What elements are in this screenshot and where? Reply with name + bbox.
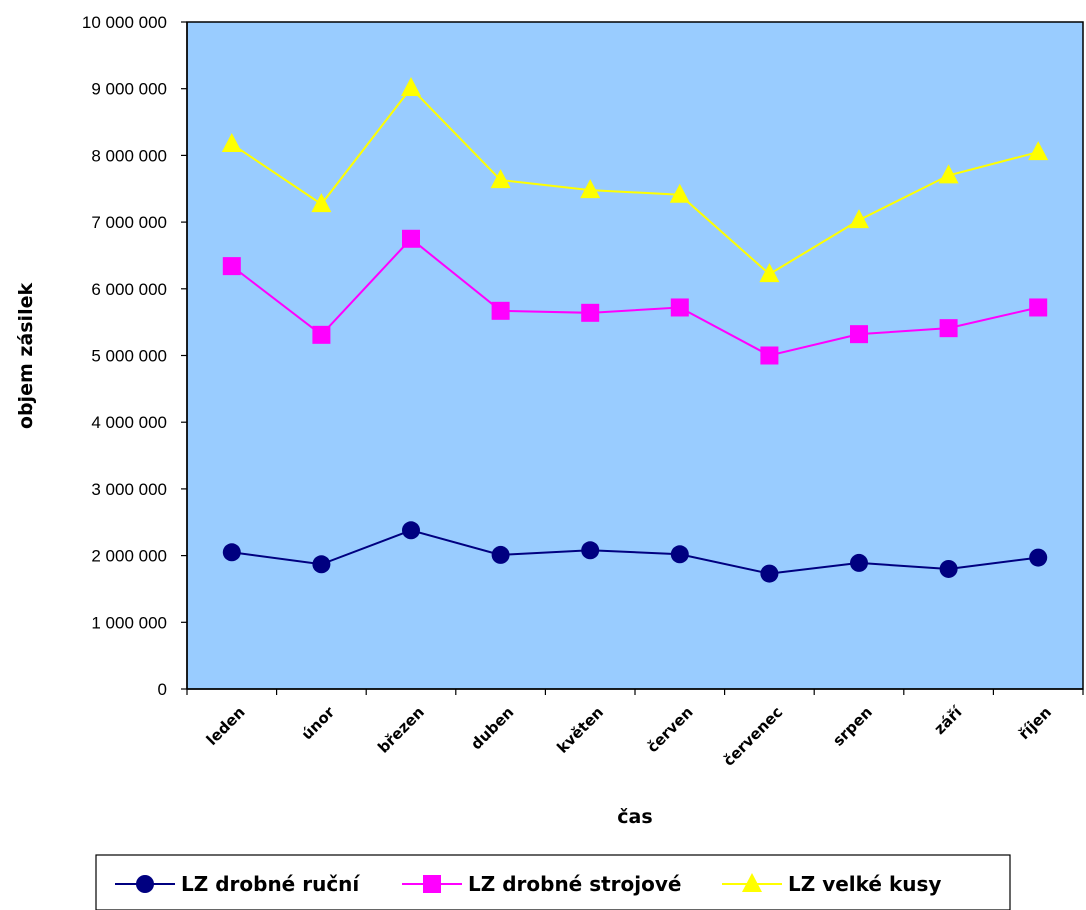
x-tick-label: srpen — [829, 703, 876, 750]
x-tick-label: červen — [644, 703, 697, 756]
data-point — [581, 303, 600, 322]
legend-label: LZ drobné strojové — [468, 872, 681, 896]
y-tick-label: 7 000 000 — [91, 213, 167, 232]
x-tick-label: říjen — [1015, 703, 1055, 743]
data-point — [401, 77, 421, 97]
legend-box — [95, 854, 1011, 910]
data-point — [670, 545, 689, 564]
y-axis: 0 1 000 000 2 000 000 3 000 000 4 000 000 5 0… — [82, 13, 188, 699]
data-point — [850, 325, 868, 344]
series-2 — [222, 229, 1048, 365]
legend-marker — [136, 875, 154, 893]
data-point — [312, 555, 331, 574]
data-point — [1029, 548, 1048, 567]
data-point — [669, 183, 690, 203]
data-point — [939, 319, 958, 338]
series-layer — [221, 77, 1049, 583]
x-axis: leden únor březen duben květen červen červenec… — [186, 688, 1084, 770]
legend-item: LZ drobné ruční — [115, 872, 360, 896]
legend-label: LZ velké kusy — [788, 872, 941, 896]
data-point — [581, 541, 600, 560]
plot-area — [186, 21, 1084, 690]
legend: LZ drobné ruční LZ drobné strojové LZ velk… — [95, 854, 1011, 910]
legend-marker — [423, 875, 441, 893]
series-line — [231, 86, 1039, 276]
data-point — [402, 521, 420, 540]
x-tick-label: leden — [203, 703, 249, 749]
data-point — [850, 553, 868, 572]
legend-item: LZ velké kusy — [722, 872, 941, 896]
data-point — [670, 298, 689, 317]
data-point — [939, 559, 958, 578]
data-point — [491, 301, 510, 320]
x-tick-label: květen — [553, 703, 607, 757]
y-tick-label: 4 000 000 — [91, 413, 167, 432]
data-point — [1029, 298, 1048, 317]
data-point — [312, 325, 331, 344]
y-tick-label: 6 000 000 — [91, 280, 167, 299]
y-tick-label: 0 — [158, 680, 167, 699]
y-tick-label: 9 000 000 — [91, 80, 167, 99]
series-3 — [221, 77, 1049, 283]
series-line — [231, 237, 1039, 357]
y-axis-title: objem zásilek — [15, 283, 37, 430]
y-tick-label: 8 000 000 — [91, 146, 167, 165]
data-point — [490, 169, 511, 189]
data-point — [222, 543, 241, 562]
data-point — [491, 545, 510, 564]
data-point — [759, 263, 780, 283]
data-point — [938, 164, 959, 184]
y-tick-label: 2 000 000 — [91, 547, 167, 566]
y-tick-label: 10 000 000 — [82, 13, 167, 32]
x-tick-label: září — [930, 703, 966, 739]
x-tick-label: únor — [298, 703, 339, 744]
data-point — [222, 257, 241, 276]
series-1 — [222, 521, 1048, 583]
x-tick-label: duben — [467, 703, 517, 753]
data-point — [580, 179, 601, 199]
series-line — [231, 529, 1039, 575]
legend-item: LZ drobné strojové — [402, 872, 681, 896]
y-tick-label: 3 000 000 — [91, 480, 167, 499]
x-tick-label: březen — [374, 703, 428, 757]
x-axis-title: čas — [617, 806, 652, 828]
legend-label: LZ drobné ruční — [181, 872, 360, 896]
y-tick-label: 1 000 000 — [91, 613, 167, 632]
data-point — [311, 193, 332, 213]
data-point — [849, 209, 869, 229]
legend-marker — [742, 873, 762, 892]
data-point — [1028, 141, 1049, 161]
data-point — [221, 133, 242, 153]
x-tick-label: červenec — [720, 703, 787, 770]
data-point — [760, 564, 779, 583]
data-point — [402, 229, 420, 248]
y-tick-label: 5 000 000 — [91, 347, 167, 366]
data-point — [760, 346, 779, 365]
